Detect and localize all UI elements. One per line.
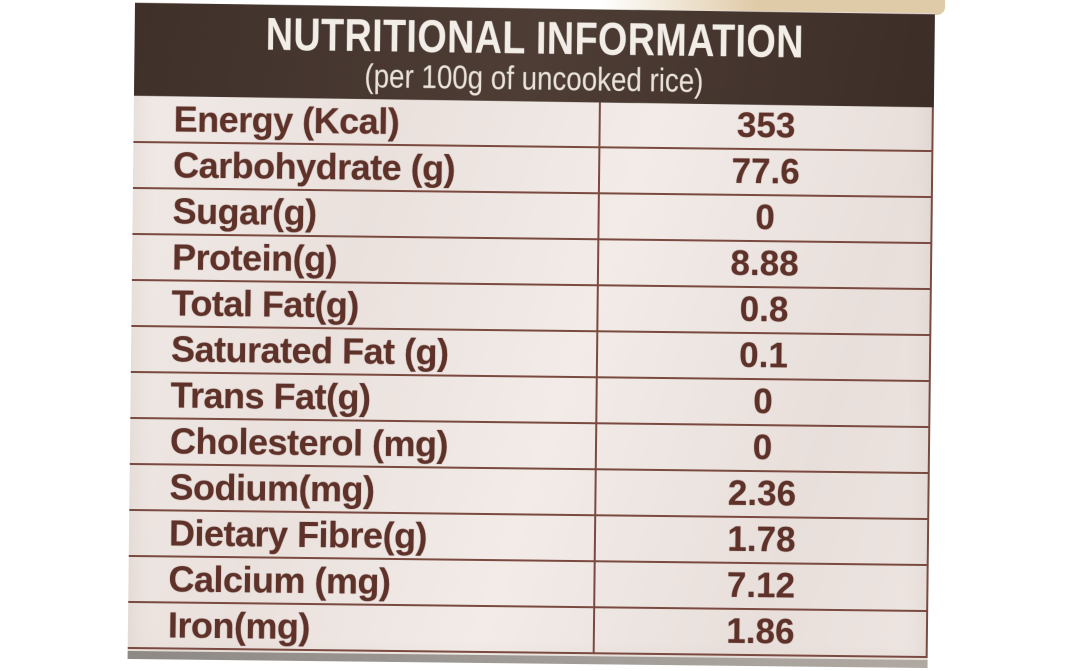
- nutrient-value: 0.8: [596, 286, 930, 335]
- nutrient-value: 77.6: [597, 148, 932, 197]
- nutrient-value: 1.78: [593, 516, 928, 565]
- nutrition-table: Energy (Kcal) 353 Carbohydrate (g) 77.6 …: [127, 96, 934, 659]
- nutrient-value: 0: [597, 194, 931, 243]
- nutrition-label: NUTRITIONAL INFORMATION (per 100g of unc…: [127, 2, 935, 669]
- nutrient-name: Total Fat(g): [171, 282, 360, 326]
- nutrient-value: 353: [598, 102, 932, 151]
- nutrient-name: Iron(mg): [167, 604, 311, 648]
- nutrient-name: Cholesterol (mg): [169, 420, 449, 465]
- label-header: NUTRITIONAL INFORMATION (per 100g of unc…: [133, 2, 935, 108]
- nutrient-name: Energy (Kcal): [173, 98, 400, 143]
- table-row: Iron(mg) 1.86: [127, 602, 927, 659]
- nutrient-name: Sodium(mg): [169, 466, 375, 510]
- nutrient-name: Protein(g): [171, 236, 338, 280]
- nutrient-value: 1.86: [592, 608, 927, 657]
- nutrient-name: Carbohydrate (g): [172, 144, 456, 189]
- nutrient-name: Dietary Fibre(g): [168, 512, 428, 557]
- nutrient-name: Calcium (mg): [168, 558, 391, 602]
- nutrient-name: Trans Fat(g): [170, 374, 371, 418]
- nutrient-value: 0: [594, 424, 929, 473]
- nutrient-value: 2.36: [594, 470, 928, 519]
- nutrient-value: 8.88: [596, 240, 931, 289]
- nutrient-value: 7.12: [593, 562, 927, 611]
- nutrient-value: 0.1: [595, 332, 930, 381]
- nutrient-name: Sugar(g): [172, 190, 317, 234]
- nutrient-name: Saturated Fat (g): [170, 328, 449, 373]
- label-title: NUTRITIONAL INFORMATION: [265, 7, 804, 68]
- nutrient-value: 0: [595, 378, 929, 427]
- label-subtitle: (per 100g of uncooked rice): [364, 56, 704, 99]
